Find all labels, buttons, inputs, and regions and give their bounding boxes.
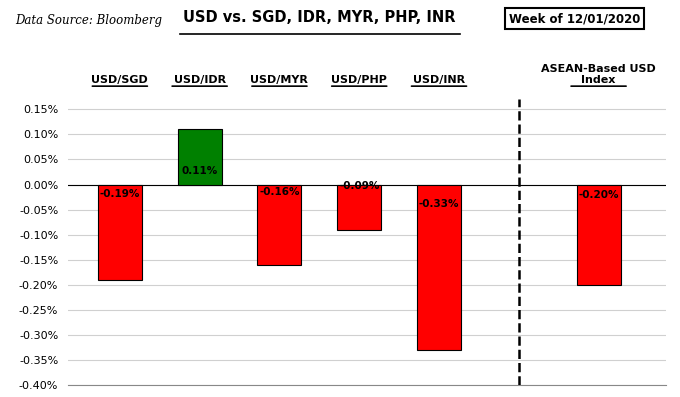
Text: -0.16%: -0.16% (259, 187, 300, 197)
Text: 0.11%: 0.11% (182, 166, 218, 176)
Text: Week of 12/01/2020: Week of 12/01/2020 (509, 12, 641, 25)
Bar (98, 185, 142, 280)
Bar (337, 185, 381, 229)
Bar (577, 185, 621, 285)
Text: -0.20%: -0.20% (578, 189, 619, 200)
Text: USD/PHP: USD/PHP (331, 75, 387, 85)
Text: USD/INR: USD/INR (413, 75, 465, 85)
Bar (417, 185, 461, 350)
Text: USD/IDR: USD/IDR (173, 75, 226, 85)
Text: USD vs. SGD, IDR, MYR, PHP, INR: USD vs. SGD, IDR, MYR, PHP, INR (184, 10, 456, 25)
Bar (258, 185, 301, 265)
Text: USD/SGD: USD/SGD (92, 75, 148, 85)
Text: -0.33%: -0.33% (419, 199, 459, 209)
Text: Data Source: Bloomberg: Data Source: Bloomberg (15, 14, 162, 27)
Text: -0.09%: -0.09% (339, 181, 379, 191)
Text: -0.19%: -0.19% (100, 189, 140, 199)
Text: ASEAN-Based USD
Index: ASEAN-Based USD Index (541, 64, 656, 85)
Bar (177, 129, 222, 185)
Text: USD/MYR: USD/MYR (250, 75, 308, 85)
